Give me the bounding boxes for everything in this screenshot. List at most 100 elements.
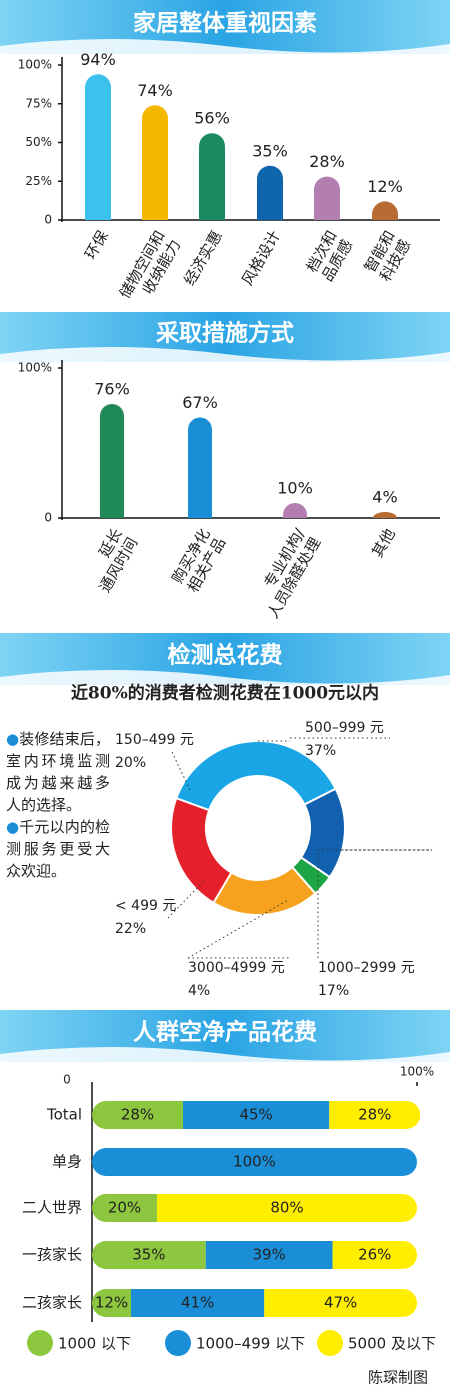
bar-segment — [205, 1241, 333, 1269]
credit: 陈琛制图 — [368, 1369, 428, 1387]
y-tick-label: 50% — [25, 135, 52, 149]
slice-value: 37% — [305, 743, 336, 759]
leader-line — [258, 737, 390, 742]
bar — [85, 74, 111, 220]
donut-slice — [170, 796, 233, 905]
x-label-group: 经济实惠 — [180, 227, 226, 288]
banner-title: 检测总花费 — [168, 642, 283, 669]
bar-segment — [92, 1194, 157, 1222]
slice-label: 150–499 元 — [115, 732, 194, 748]
x-tick-label: 智能和科技感 — [360, 227, 414, 284]
x-tick-label: 经济实惠 — [180, 227, 226, 288]
bar — [372, 201, 398, 220]
y-tick-label: 25% — [25, 174, 52, 188]
legend-label: 1000 以下 — [58, 1335, 131, 1353]
value-label: 26% — [358, 1246, 391, 1264]
donut-slice — [174, 740, 337, 812]
bar — [142, 105, 168, 220]
bar — [257, 165, 283, 220]
y-tick-label: 0 — [44, 213, 52, 227]
slice-label: 1000–2999 元 — [318, 960, 415, 976]
x-label-group: 其他 — [368, 525, 399, 560]
banner-title: 家居整体重视因素 — [133, 10, 317, 37]
value-label: 35% — [252, 141, 288, 160]
x-label-group: 专业机构/人员除醛处理 — [248, 524, 325, 621]
slice-value: 17% — [318, 983, 349, 999]
x-label-group: 智能和科技感 — [360, 227, 414, 284]
banner-wave — [0, 347, 450, 362]
x-label-group: 档次和品质感 — [302, 227, 356, 284]
row-label: 二人世界 — [22, 1199, 82, 1217]
slice-label: 500–999 元 — [305, 720, 384, 736]
x-label-group: 购买净化相关产品 — [168, 525, 229, 595]
banner-wave — [0, 670, 450, 685]
row-label: 二孩家长 — [22, 1294, 82, 1312]
bar — [199, 133, 225, 220]
x-tick-label: 风格设计 — [238, 227, 284, 288]
value-label: 41% — [181, 1294, 214, 1312]
slice-value: 20% — [115, 755, 146, 771]
y-tick-label: 75% — [25, 96, 52, 110]
legend-swatch — [27, 1330, 53, 1356]
x-label-group: 风格设计 — [238, 227, 284, 288]
value-label: 67% — [182, 393, 218, 412]
value-label: 28% — [358, 1106, 391, 1124]
row-label: 单身 — [52, 1153, 82, 1171]
banner-title: 人群空净产品花费 — [133, 1019, 317, 1046]
leader-line — [317, 849, 432, 958]
banner-title: 采取措施方式 — [156, 320, 294, 347]
bar-segment — [183, 1101, 330, 1129]
value-label: 94% — [80, 50, 116, 69]
slice-label: < 499 元 — [115, 898, 176, 914]
banner-wave — [0, 1047, 450, 1062]
x-tick-label: 0 — [63, 1073, 71, 1087]
bar-segment — [92, 1289, 131, 1317]
value-label: 10% — [277, 479, 313, 498]
bar-segment — [92, 1101, 183, 1129]
bar-segment — [92, 1241, 206, 1269]
x-tick-label: 其他 — [368, 525, 399, 560]
value-label: 47% — [324, 1294, 357, 1312]
slice-value: 4% — [188, 983, 210, 999]
x-tick-label: 档次和品质感 — [302, 227, 356, 284]
x-tick-label: 购买净化相关产品 — [168, 525, 229, 595]
value-label: 39% — [252, 1246, 285, 1264]
value-label: 56% — [194, 109, 230, 128]
slice-value: 22% — [115, 921, 146, 937]
leader-line — [187, 899, 290, 959]
row-label: Total — [46, 1106, 82, 1124]
legend-swatch — [317, 1330, 343, 1356]
value-label: 35% — [132, 1246, 165, 1264]
x-tick-label: 环保 — [81, 227, 112, 262]
bar-segment — [332, 1241, 417, 1269]
x-tick-label: 延长通风时间 — [80, 525, 141, 595]
value-label: 12% — [95, 1294, 128, 1312]
value-label: 12% — [367, 177, 403, 196]
value-label: 20% — [108, 1199, 141, 1217]
bar-segment — [131, 1289, 265, 1317]
x-tick-label: 专业机构/人员除醛处理 — [248, 524, 325, 621]
subtitle: 近80%的消费者检测花费在1000元以内 — [71, 683, 379, 704]
bar-segment — [264, 1289, 417, 1317]
legend-swatch — [165, 1330, 191, 1356]
note: 装修结束后，室内环境监测成为越来越多人的选择。 — [6, 728, 110, 816]
x-tick-label: 储物空间和收纳能力 — [115, 227, 184, 310]
x-label-group: 环保 — [81, 227, 112, 262]
bar-segment — [92, 1148, 417, 1176]
row-label: 一孩家长 — [22, 1246, 82, 1264]
value-label: 45% — [239, 1106, 272, 1124]
y-tick-label: 100% — [18, 361, 52, 375]
x-label-group: 延长通风时间 — [80, 525, 141, 595]
value-label: 4% — [372, 488, 397, 507]
value-label: 74% — [137, 81, 173, 100]
value-label: 28% — [309, 152, 345, 171]
y-tick-label: 100% — [18, 58, 52, 72]
bar-segment — [157, 1194, 417, 1222]
value-label: 28% — [121, 1106, 154, 1124]
x-tick-label: 100% — [400, 1065, 434, 1079]
bar — [314, 176, 340, 220]
y-tick-label: 0 — [44, 511, 52, 525]
bar — [283, 503, 307, 518]
bar — [373, 512, 397, 518]
